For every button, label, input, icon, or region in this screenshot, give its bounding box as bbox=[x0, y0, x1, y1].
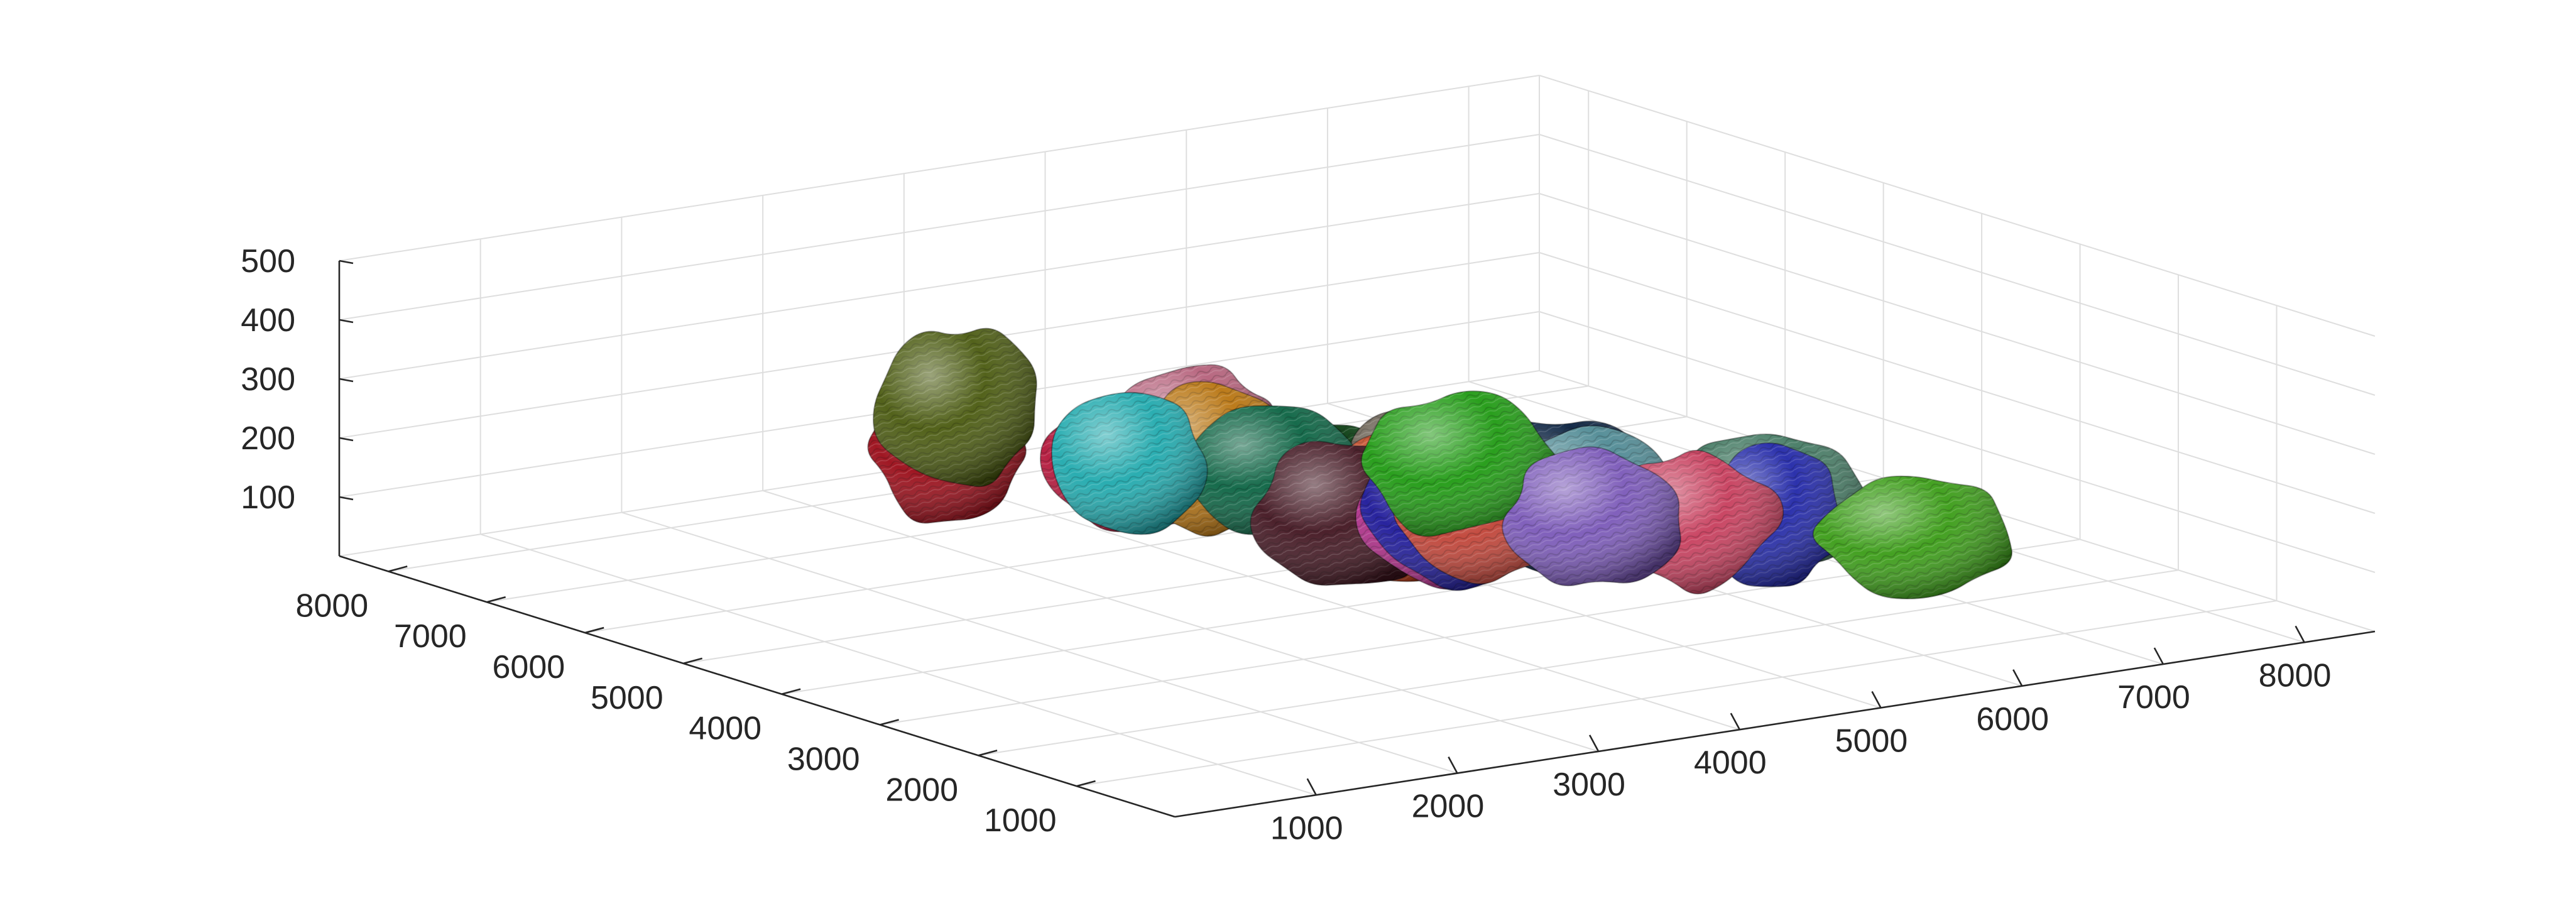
y-tick-mark bbox=[683, 657, 702, 665]
particle-1 bbox=[873, 327, 1037, 488]
y-tick-mark bbox=[1076, 780, 1096, 787]
x-tick-mark bbox=[2012, 669, 2023, 687]
y-tick-label: 3000 bbox=[787, 741, 860, 778]
particle-4 bbox=[1502, 446, 1681, 587]
particle-3 bbox=[1360, 390, 1560, 537]
y-tick-mark bbox=[388, 565, 408, 572]
grid-line bbox=[762, 489, 1599, 752]
y-tick-mark bbox=[486, 596, 506, 603]
grid-line bbox=[1539, 75, 2376, 337]
particle-shading bbox=[1051, 392, 1208, 535]
grid-line bbox=[339, 75, 1540, 261]
grid-line bbox=[1539, 134, 2376, 396]
particles-layer bbox=[867, 327, 2013, 599]
x-tick-mark bbox=[1448, 756, 1458, 774]
grid-line bbox=[1539, 252, 2376, 514]
z-tick-label: 300 bbox=[241, 361, 295, 398]
x-tick-mark bbox=[1306, 778, 1317, 795]
grid-line bbox=[978, 569, 2179, 756]
grid-line bbox=[1539, 193, 2376, 455]
grid-line bbox=[1076, 600, 2277, 787]
y-tick-label: 6000 bbox=[492, 649, 565, 685]
y-tick-label: 5000 bbox=[591, 680, 663, 716]
y-tick-label: 7000 bbox=[394, 618, 467, 655]
grid-line bbox=[621, 511, 1458, 774]
z-tick-mark bbox=[339, 319, 354, 324]
y-tick-mark bbox=[584, 626, 604, 634]
y-tick-label: 8000 bbox=[296, 587, 369, 624]
x-tick-mark bbox=[1588, 734, 1600, 752]
particle-shading bbox=[1502, 447, 1681, 586]
z-tick-mark bbox=[339, 496, 354, 501]
axes bbox=[338, 261, 2376, 818]
grid-line bbox=[339, 193, 1540, 380]
z-tick-label: 100 bbox=[241, 479, 295, 516]
y-axis-line bbox=[339, 555, 1176, 818]
particle-shading bbox=[873, 328, 1037, 487]
x-tick-mark bbox=[1730, 713, 1740, 730]
y-tick-label: 1000 bbox=[984, 802, 1057, 839]
particle-shading bbox=[1361, 391, 1559, 537]
z-tick-mark bbox=[339, 259, 354, 265]
grid-line bbox=[1539, 311, 2376, 573]
tick-labels: 100 200 300 400 500 1000 2000 3000 4000 5000 6000 7… bbox=[241, 243, 2331, 846]
x-tick-label: 1000 bbox=[1270, 810, 1343, 846]
z-tick-mark bbox=[339, 437, 354, 442]
x-tick-label: 4000 bbox=[1694, 745, 1767, 781]
x-tick-label: 7000 bbox=[2117, 679, 2190, 716]
y-tick-label: 4000 bbox=[689, 711, 761, 747]
x-tick-label: 6000 bbox=[1976, 701, 2049, 738]
grid-line bbox=[903, 468, 1740, 731]
y-tick-mark bbox=[978, 750, 998, 756]
z-tick-mark bbox=[339, 378, 354, 383]
y-tick-label: 2000 bbox=[885, 772, 958, 808]
particle-15 bbox=[1812, 475, 2013, 599]
z-tick-label: 200 bbox=[241, 420, 295, 457]
x-tick-label: 2000 bbox=[1412, 789, 1485, 825]
x-tick-label: 5000 bbox=[1835, 723, 1908, 759]
z-tick-label: 400 bbox=[241, 302, 295, 339]
particle-shading bbox=[1813, 476, 2012, 599]
grid-line bbox=[339, 134, 1540, 320]
x-tick-mark bbox=[1871, 691, 1882, 709]
particle-2 bbox=[1051, 391, 1208, 535]
x-tick-mark bbox=[2153, 647, 2164, 665]
y-tick-mark bbox=[781, 688, 801, 695]
z-tick-label: 500 bbox=[241, 243, 295, 280]
y-tick-mark bbox=[880, 719, 899, 726]
x-tick-label: 8000 bbox=[2259, 657, 2332, 694]
grid-line bbox=[480, 533, 1317, 796]
x-tick-label: 3000 bbox=[1553, 767, 1625, 803]
x-axis-line bbox=[1174, 630, 2376, 818]
x-tick-mark bbox=[2295, 625, 2305, 643]
